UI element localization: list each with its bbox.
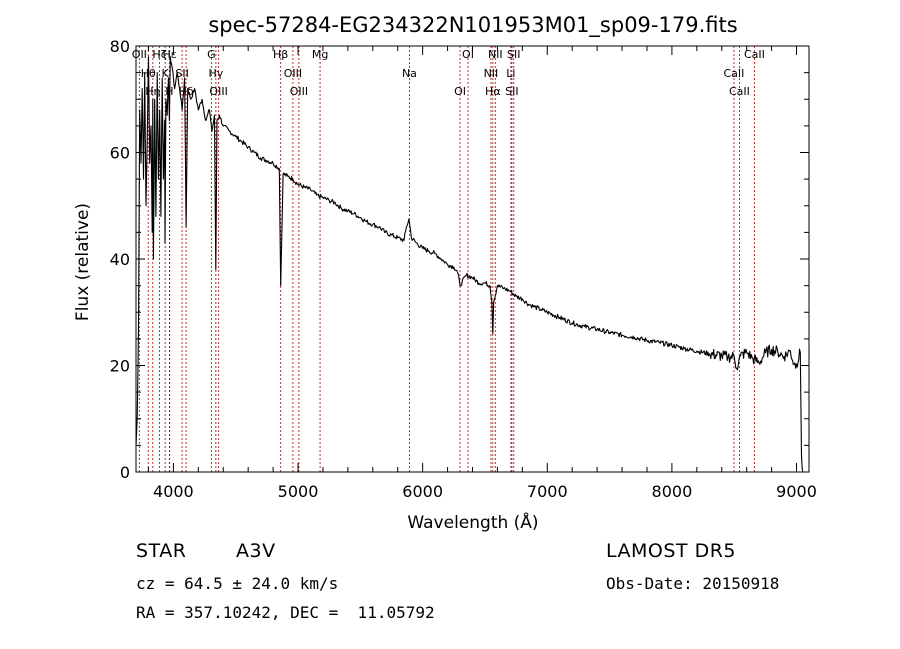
- x-tick-label: 4000: [153, 482, 194, 501]
- spectral-line-label: SII: [505, 85, 518, 98]
- spectral-line-label: Na: [402, 67, 417, 80]
- x-tick-label: 7000: [527, 482, 568, 501]
- spectral-line-label: OI: [462, 48, 474, 61]
- spectral-line-label: SII: [507, 48, 520, 61]
- object-subclass: A3V: [236, 540, 276, 562]
- spectral-line-label: Hγ: [208, 67, 223, 80]
- x-tick-label: 8000: [652, 482, 693, 501]
- spectral-line-label: Hα: [485, 85, 501, 98]
- spectral-line-label: NII: [488, 48, 503, 61]
- x-tick-label: 5000: [278, 482, 319, 501]
- spectral-line-label: SII: [175, 67, 188, 80]
- spectral-line-label: K: [162, 67, 170, 80]
- spectral-line-labels: OIIHθHηHζKHHεSIIHδGHγOIIIHβOIIIOIIIMgNaO…: [132, 48, 765, 98]
- x-tick-label: 9000: [776, 482, 817, 501]
- spectral-line-label: OI: [454, 85, 466, 98]
- object-class: STAR: [136, 540, 187, 562]
- redshift-velocity: cz = 64.5 ± 24.0 km/s: [136, 574, 339, 593]
- y-tick-label: 40: [110, 250, 130, 269]
- y-axis: 0 20 40 60 80: [110, 37, 809, 482]
- spectral-line-label: G: [207, 48, 216, 61]
- spectral-line-label: NII: [484, 67, 499, 80]
- x-tick-label: 6000: [402, 482, 443, 501]
- y-tick-label: 80: [110, 37, 130, 56]
- spectrum-line: [135, 56, 804, 473]
- spectral-line-label: Hζ: [152, 48, 166, 61]
- spectral-line-label: Hε: [163, 48, 177, 61]
- spectral-line-label: OIII: [284, 67, 302, 80]
- spectral-line-label: CaII: [729, 85, 750, 98]
- chart-title: spec-57284-EG234322N101953M01_sp09-179.f…: [208, 13, 737, 38]
- survey-name: LAMOST DR5: [606, 540, 736, 562]
- spectral-line-label: OIII: [209, 85, 227, 98]
- spectral-line-label: Mg: [312, 48, 328, 61]
- y-tick-label: 60: [110, 144, 130, 163]
- coordinates: RA = 357.10242, DEC = 11.05792: [136, 603, 435, 622]
- y-tick-label: 20: [110, 357, 130, 376]
- spectral-line-label: Hβ: [273, 48, 288, 61]
- spectral-line-label: OII: [132, 48, 147, 61]
- observation-date: Obs-Date: 20150918: [606, 574, 780, 593]
- spectral-line-label: OIII: [290, 85, 308, 98]
- spectral-line-label: CaII: [744, 48, 765, 61]
- spectral-line-markers: [138, 46, 755, 472]
- x-axis: 4000 5000 6000 7000 8000 9000: [147, 46, 817, 501]
- y-tick-label: 0: [120, 463, 130, 482]
- y-axis-label: Flux (relative): [73, 203, 93, 321]
- x-axis-label: Wavelength (Å): [407, 511, 538, 533]
- plot-frame: [135, 45, 810, 473]
- spectral-line-label: CaII: [724, 67, 745, 80]
- spectral-line-label: Li: [506, 67, 515, 80]
